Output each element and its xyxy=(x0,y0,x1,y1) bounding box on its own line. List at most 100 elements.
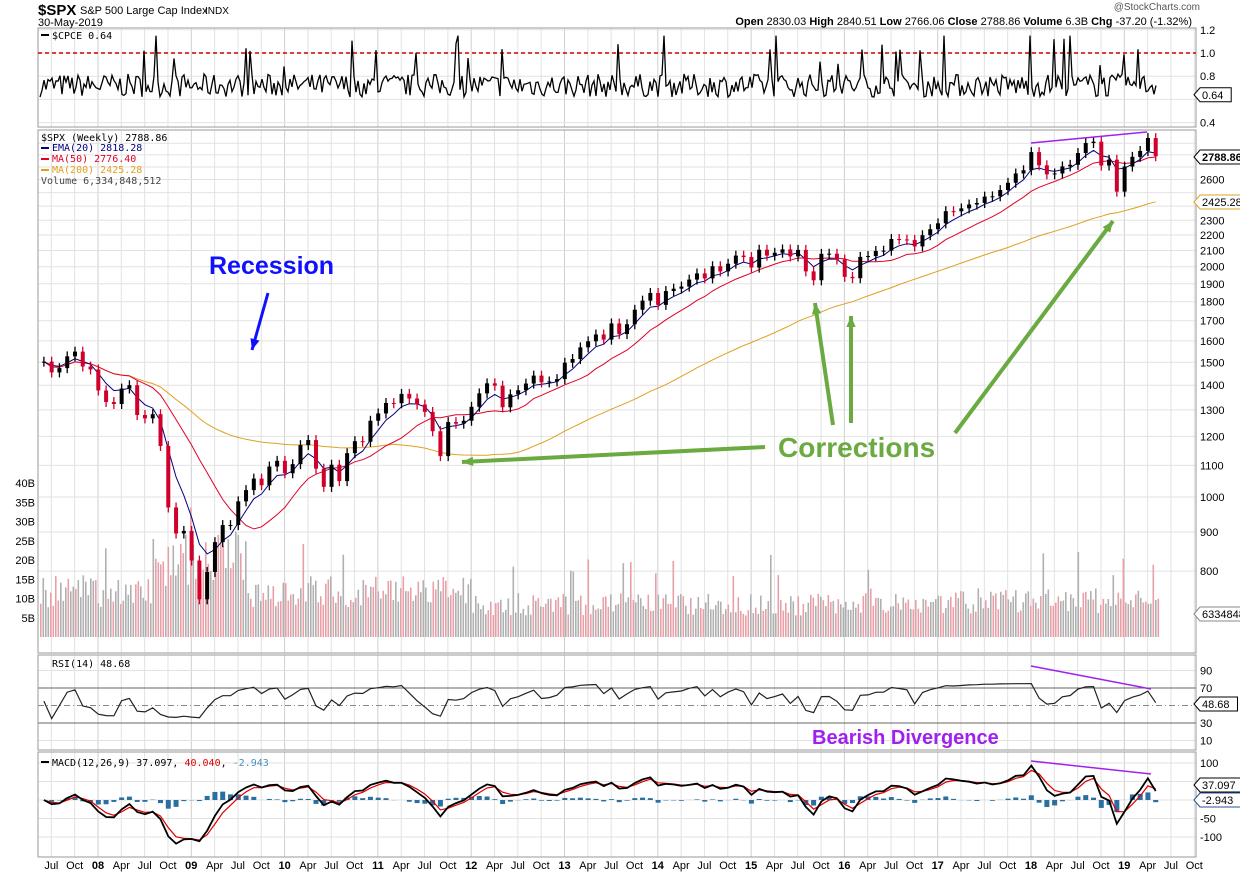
price-candle-body xyxy=(212,542,217,572)
macd-divergence-line xyxy=(1030,760,1152,775)
macd-histogram-bar xyxy=(570,798,576,800)
volume-bar xyxy=(935,599,937,637)
close-value: 2788.86 xyxy=(981,16,1021,28)
volume-bar xyxy=(317,602,320,637)
volume-bar xyxy=(570,570,572,637)
ma200-legend: MA(200) 2425.28 xyxy=(52,165,142,176)
macd-histogram-bar xyxy=(290,800,296,802)
macd-histogram-bar xyxy=(305,798,311,800)
volume-bar xyxy=(980,597,982,637)
volume-bar xyxy=(955,592,957,637)
volume-bar xyxy=(1155,600,1157,637)
volume-bar xyxy=(715,605,717,637)
volume-bar xyxy=(405,591,407,637)
macd-histogram-bar xyxy=(476,795,482,800)
volume-bar xyxy=(105,548,107,637)
volume-bar xyxy=(870,588,872,637)
x-tick-label: Apr xyxy=(486,860,503,872)
volume-bar xyxy=(407,591,410,637)
volume-bar xyxy=(777,575,780,637)
volume-bar xyxy=(997,609,1000,637)
x-tick-label: 13 xyxy=(558,860,570,872)
price-candle-body xyxy=(687,279,692,287)
macd-signal-value: 40.040 xyxy=(184,758,220,769)
volume-bar xyxy=(285,583,287,637)
macd-histogram-bar xyxy=(437,800,443,807)
volume-bar xyxy=(1092,599,1095,637)
volume-bar xyxy=(310,576,312,637)
price-candle-body xyxy=(842,259,847,277)
x-tick-label: Jul xyxy=(231,860,245,872)
volume-bar xyxy=(640,598,642,637)
price-candle-body xyxy=(1052,173,1057,175)
volume-bar xyxy=(797,596,800,637)
volume-bar xyxy=(937,595,940,637)
volume-bar xyxy=(390,580,392,637)
price-candle-body xyxy=(298,445,303,465)
price-candle-body xyxy=(539,375,544,383)
volume-bar xyxy=(1000,591,1002,637)
volume-bar xyxy=(1097,613,1100,637)
volume-bar xyxy=(547,598,550,637)
volume-axis-label: 25B xyxy=(15,536,35,548)
ema20-swatch xyxy=(41,147,49,149)
macd-histogram-bar xyxy=(912,800,918,803)
chg-label: Chg xyxy=(1091,16,1112,28)
price-axis-label: 1900 xyxy=(1200,279,1224,291)
volume-bar xyxy=(762,610,765,637)
macd-histogram-bar xyxy=(1137,793,1143,800)
macd-signal-line xyxy=(43,769,1156,841)
price-candle-body xyxy=(578,347,583,359)
macd-histogram-bar xyxy=(266,798,272,800)
price-candle-body xyxy=(749,257,754,268)
close-tag-box xyxy=(1193,149,1240,165)
macd-histogram-bar xyxy=(95,800,101,805)
macd-histogram-bar xyxy=(243,795,249,800)
price-candle-body xyxy=(329,464,334,487)
macd-histogram-bar xyxy=(507,800,513,802)
volume-bar xyxy=(237,534,240,637)
price-candle-body xyxy=(1037,152,1042,166)
x-tick-label: Oct xyxy=(439,860,456,872)
volume-bar xyxy=(370,586,372,637)
volume-bar xyxy=(750,594,752,637)
volume-bar xyxy=(1002,594,1005,637)
volume-bar xyxy=(902,597,905,637)
price-candle-body xyxy=(500,385,505,408)
volume-bar xyxy=(565,596,567,637)
price-candle-body xyxy=(904,239,909,241)
price-candle-body xyxy=(1029,152,1034,171)
volume-bar xyxy=(332,596,335,637)
x-tick-label: Apr xyxy=(952,860,969,872)
volume-bar xyxy=(145,600,147,637)
volume-bar xyxy=(1102,598,1105,637)
volume-bar xyxy=(825,606,827,637)
macd-histogram-bar xyxy=(360,798,366,800)
macd-histogram-bar xyxy=(1044,800,1050,808)
price-axis-label: 1600 xyxy=(1200,336,1224,348)
volume-tag: 6334848 xyxy=(1193,606,1240,622)
volume-bar xyxy=(1070,594,1072,637)
price-candle-body xyxy=(1068,164,1073,167)
volume-bar xyxy=(1040,596,1042,637)
volume-bar xyxy=(327,579,330,637)
volume-bar xyxy=(920,612,922,637)
volume-bar xyxy=(95,580,97,637)
macd-histogram-bar xyxy=(756,799,762,800)
volume-bar xyxy=(252,606,255,637)
volume-bar xyxy=(505,609,507,637)
macd-histogram-bar xyxy=(422,800,428,804)
volume-bar xyxy=(490,601,492,637)
volume-bar xyxy=(430,602,432,637)
volume-bar xyxy=(1145,601,1147,637)
volume-bar xyxy=(647,594,650,637)
x-tick-label: 17 xyxy=(932,860,944,872)
macd-histogram-bar xyxy=(1083,795,1089,800)
volume-bar xyxy=(207,563,210,637)
volume-bar xyxy=(325,583,327,637)
volume-bar xyxy=(225,568,227,637)
volume-bar xyxy=(492,614,495,637)
x-tick-label: Apr xyxy=(1046,860,1063,872)
volume-bar xyxy=(605,596,607,637)
correction-arrow-2018-shaft xyxy=(953,219,1115,435)
